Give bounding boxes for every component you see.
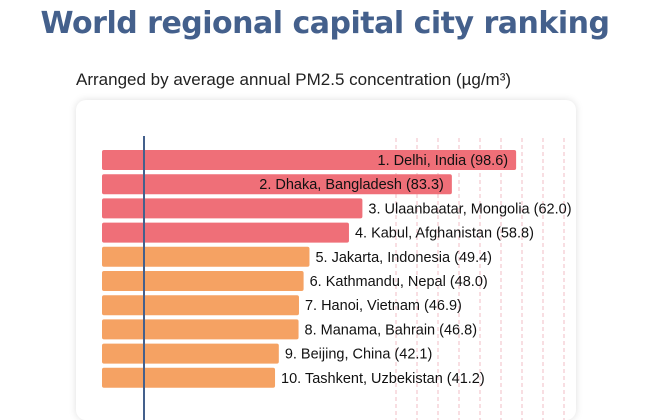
bar-label: 3. Ulaanbaatar, Mongolia (62.0)	[368, 201, 571, 217]
bar	[102, 150, 517, 170]
chart-card: 1. Delhi, India (98.6) 2. Dhaka, Banglade…	[76, 100, 576, 420]
bar	[102, 319, 299, 340]
bar	[102, 222, 349, 243]
bar-label: 6. Kathmandu, Nepal (48.0)	[310, 274, 488, 290]
bar	[102, 271, 304, 291]
chart-title: World regional capital city ranking	[40, 6, 610, 41]
bar-label: 7. Hanoi, Vietnam (46.9)	[305, 298, 462, 314]
bar	[102, 198, 363, 219]
bar	[102, 174, 452, 195]
bar-label: 8. Manama, Bahrain (46.8)	[305, 322, 477, 338]
bar	[102, 343, 279, 364]
bar-label: 1. Delhi, India (98.6)	[378, 153, 509, 169]
bar-label: 9. Beijing, China (42.1)	[285, 347, 433, 363]
bar	[102, 367, 276, 388]
bar-label: 4. Kabul, Afghanistan (58.8)	[355, 226, 534, 242]
bar-label: 2. Dhaka, Bangladesh (83.3)	[259, 177, 444, 193]
bar-chart: 1. Delhi, India (98.6) 2. Dhaka, Banglade…	[102, 136, 572, 420]
bar	[102, 246, 310, 267]
bar-label: 5. Jakarta, Indonesia (49.4)	[315, 250, 492, 266]
bar-label: 10. Tashkent, Uzbekistan (41.2)	[281, 371, 485, 387]
chart-subtitle: Arranged by average annual PM2.5 concent…	[76, 70, 512, 89]
bar	[102, 295, 299, 316]
